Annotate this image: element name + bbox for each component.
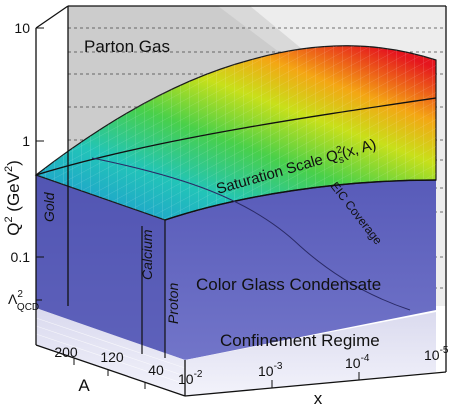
confinement-region <box>36 308 436 396</box>
a-tick-120: 120 <box>100 349 124 365</box>
q2-tick-10: 10 <box>14 20 30 36</box>
x-tick-1e-5: 10-5 <box>424 345 449 363</box>
color-glass-label: Color Glass Condensate <box>196 275 381 294</box>
a-tick-200: 200 <box>54 344 78 360</box>
q2-axis-title: Q2 (GeV2) <box>3 160 23 236</box>
gold-label: Gold <box>41 191 57 222</box>
surface-mesh <box>36 45 436 221</box>
x-ticks <box>184 364 447 396</box>
a-ticks <box>73 358 146 389</box>
x-tick-1e-2: 10-2 <box>178 369 203 387</box>
q2-ticks <box>36 27 44 301</box>
eic-coverage-boundary <box>91 157 411 311</box>
q2-tick-1: 1 <box>22 133 30 149</box>
q2-tick-0-1: 0.1 <box>11 249 31 265</box>
gold-curve <box>35 97 437 176</box>
x-tick-1e-4: 10-4 <box>345 353 370 371</box>
x-tick-1e-3: 10-3 <box>258 361 283 379</box>
lambda-qcd-tick: Λ2 QCD <box>8 289 39 313</box>
proton-label: Proton <box>165 283 181 324</box>
x-axis-title: x <box>314 389 323 408</box>
a-axis-title: A <box>78 376 90 395</box>
confinement-label: Confinement Regime <box>220 331 380 350</box>
a-tick-40: 40 <box>148 362 164 378</box>
frame <box>35 5 447 397</box>
parton-gas-label: Parton Gas <box>84 37 170 56</box>
calcium-label: Calcium <box>139 229 155 280</box>
calcium-curve <box>164 179 437 221</box>
